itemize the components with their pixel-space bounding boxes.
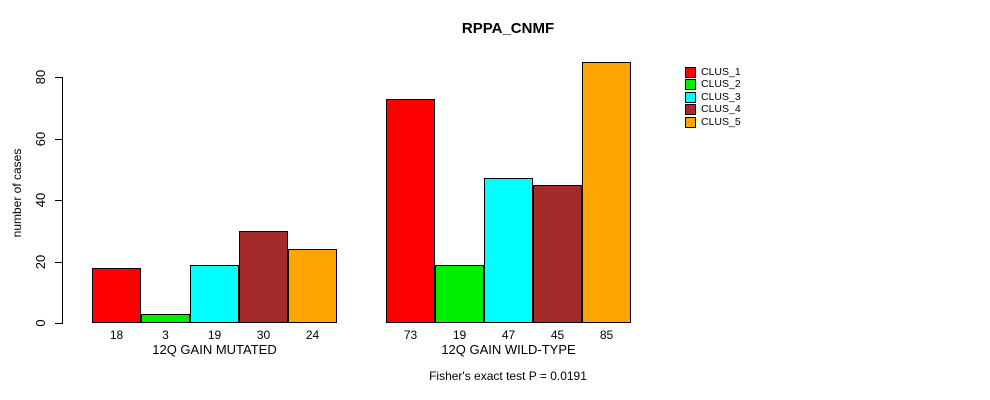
legend-swatch-icon	[685, 104, 696, 115]
bar-value-label: 19	[452, 328, 467, 342]
legend-swatch-icon	[685, 79, 696, 90]
y-tick-label: 80	[33, 69, 48, 85]
group-label: 12Q GAIN MUTATED	[152, 342, 277, 357]
legend-item-clus_4: CLUS_4	[685, 104, 741, 115]
y-tick-label: 40	[33, 192, 48, 208]
group-label: 12Q GAIN WILD-TYPE	[441, 342, 576, 357]
bar-clus_1-group2	[386, 99, 435, 323]
bar-clus_1-group1	[92, 268, 141, 323]
y-tick-mark	[55, 323, 62, 324]
bar-clus_4-group1	[239, 231, 288, 323]
bar-clus_3-group2	[484, 178, 533, 323]
legend-label: CLUS_1	[701, 66, 741, 78]
y-axis-line	[62, 77, 63, 324]
stat-test-caption: Fisher's exact test P = 0.0191	[429, 369, 587, 383]
bar-clus_2-group2	[435, 265, 484, 323]
legend-item-clus_3: CLUS_3	[685, 92, 741, 103]
y-tick-mark	[55, 77, 62, 78]
bar-value-label: 30	[256, 328, 271, 342]
y-tick-mark	[55, 139, 62, 140]
y-axis-label: number of cases	[10, 148, 24, 238]
legend-label: CLUS_5	[701, 116, 741, 128]
legend-label: CLUS_3	[701, 91, 741, 103]
bar-value-label: 18	[109, 328, 124, 342]
legend-swatch-icon	[685, 117, 696, 128]
bar-value-label: 19	[207, 328, 222, 342]
bar-clus_5-group2	[582, 62, 631, 323]
legend-item-clus_5: CLUS_5	[685, 117, 741, 128]
y-tick-label: 60	[33, 131, 48, 147]
bar-value-label: 47	[501, 328, 516, 342]
y-tick-label: 0	[33, 319, 48, 327]
bar-clus_2-group1	[141, 314, 190, 323]
y-tick-mark	[55, 200, 62, 201]
bar-clus_5-group1	[288, 249, 337, 323]
bar-clus_3-group1	[190, 265, 239, 323]
y-tick-label: 20	[33, 254, 48, 270]
legend-label: CLUS_4	[701, 103, 741, 115]
y-tick-mark	[55, 262, 62, 263]
bar-value-label: 73	[403, 328, 418, 342]
bar-value-label: 24	[305, 328, 320, 342]
chart-title: RPPA_CNMF	[461, 20, 555, 37]
legend-item-clus_1: CLUS_1	[685, 67, 741, 78]
legend-item-clus_2: CLUS_2	[685, 79, 741, 90]
bar-value-label: 3	[162, 328, 169, 342]
legend-swatch-icon	[685, 92, 696, 103]
legend-label: CLUS_2	[701, 78, 741, 90]
bar-value-label: 45	[550, 328, 565, 342]
legend-swatch-icon	[685, 67, 696, 78]
bar-value-label: 85	[599, 328, 614, 342]
bar-clus_4-group2	[533, 185, 582, 323]
